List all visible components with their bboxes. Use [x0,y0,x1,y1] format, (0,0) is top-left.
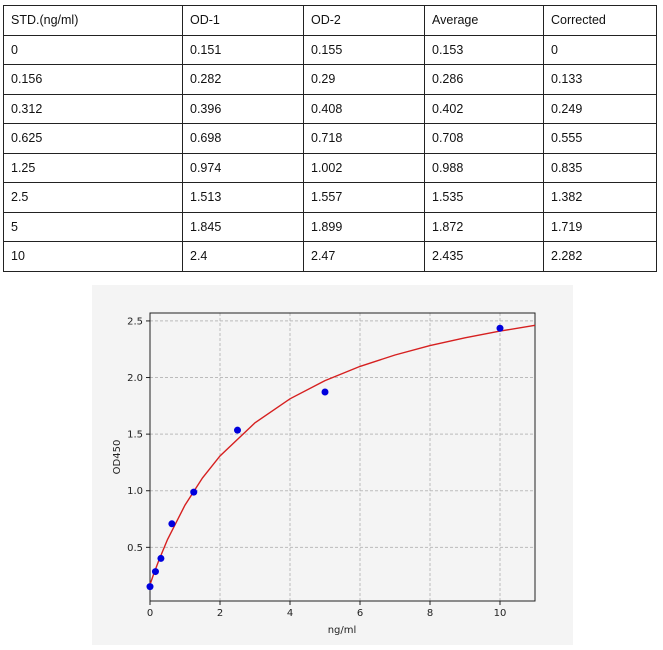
table-row: 0.625 0.698 0.718 0.708 0.555 [3,123,657,154]
data-point [146,583,154,591]
x-tick-label: 6 [357,608,363,619]
table-cell: 0.151 [182,34,304,65]
table-cell: 2.5 [3,182,183,213]
data-point [321,388,329,396]
standard-curve-chart: 0 2 4 6 8 10 0.5 1.0 1.5 2.0 2.5 ng/ml OD450 [112,312,536,636]
table-cell: 0.718 [303,123,425,154]
table-cell: 1.002 [303,152,425,183]
table-cell: 2.4 [182,241,304,272]
plot-frame [149,312,536,602]
table-row: 5 1.845 1.899 1.872 1.719 [3,211,657,242]
table-cell: 1.557 [303,182,425,213]
data-point [234,426,241,434]
table-cell: 0.249 [543,93,657,124]
table-cell: 0.974 [182,152,304,183]
x-tick-label: 8 [427,608,433,619]
table-cell: 0.29 [303,64,425,95]
table-cell: STD.(ng/ml) [3,5,183,36]
table-cell: 1.845 [182,211,304,242]
table-cell: 0.282 [182,64,304,95]
table-cell: 1.513 [182,182,304,213]
table-cell: 0.402 [424,93,544,124]
data-point [168,520,176,528]
data-point [496,324,504,332]
table-row: 0 0.151 0.155 0.153 0 [3,34,657,65]
x-tick-label: 2 [217,608,223,619]
table-cell: 10 [3,241,183,272]
table-cell: Average [424,5,544,36]
table-cell: 0.156 [3,64,183,95]
x-axis-label: ng/ml [328,625,357,636]
table-row: 1.25 0.974 1.002 0.988 0.835 [3,152,657,183]
table-cell: Corrected [543,5,657,36]
table-row: 0.312 0.396 0.408 0.402 0.249 [3,93,657,124]
table-cell: 2.47 [303,241,425,272]
table-cell: 1.382 [543,182,657,213]
table-cell: 1.535 [424,182,544,213]
table-cell: 0.625 [3,123,183,154]
table-cell: 0.312 [3,93,183,124]
data-point [157,554,165,562]
table-cell: 5 [3,211,183,242]
x-tick-label: 10 [494,608,507,619]
table-cell: 0.286 [424,64,544,95]
table-cell: 0.698 [182,123,304,154]
data-table: STD.(ng/ml) OD-1 OD-2 Average Corrected 0 0.15… [3,5,657,272]
table-row: 2.5 1.513 1.557 1.535 1.382 [3,182,657,213]
table-cell: 1.899 [303,211,425,242]
fit-curve [149,324,536,585]
y-tick-label: 1.5 [127,430,143,441]
y-axis-label: OD450 [112,440,123,475]
data-point [190,488,198,496]
table-cell: 0.988 [424,152,544,183]
table-cell: 0.396 [182,93,304,124]
chart-panel: 0 2 4 6 8 10 0.5 1.0 1.5 2.0 2.5 ng/ml OD450 [92,285,573,645]
table-cell: 0.153 [424,34,544,65]
table-cell: 1.719 [543,211,657,242]
table-row: 0.156 0.282 0.29 0.286 0.133 [3,64,657,95]
table-cell: 0 [3,34,183,65]
table-cell: 0.555 [543,123,657,154]
y-tick-label: 2.0 [127,373,143,384]
table-cell: OD-2 [303,5,425,36]
y-tick-label: 0.5 [127,543,143,554]
table-cell: 0.408 [303,93,425,124]
table-cell: 0 [543,34,657,65]
data-point [151,568,159,576]
table-cell: 0.708 [424,123,544,154]
x-tick-label: 0 [147,608,153,619]
table-header-row: STD.(ng/ml) OD-1 OD-2 Average Corrected [3,5,657,36]
table-cell: 2.282 [543,241,657,272]
table-cell: 0.155 [303,34,425,65]
table-cell: 0.835 [543,152,657,183]
table-cell: 0.133 [543,64,657,95]
table-cell: 1.25 [3,152,183,183]
table-row: 10 2.4 2.47 2.435 2.282 [3,241,657,272]
y-tick-label: 1.0 [127,486,143,497]
y-tick-label: 2.5 [127,316,143,327]
table-cell: OD-1 [182,5,304,36]
table-cell: 1.872 [424,211,544,242]
x-tick-label: 4 [287,608,293,619]
table-cell: 2.435 [424,241,544,272]
